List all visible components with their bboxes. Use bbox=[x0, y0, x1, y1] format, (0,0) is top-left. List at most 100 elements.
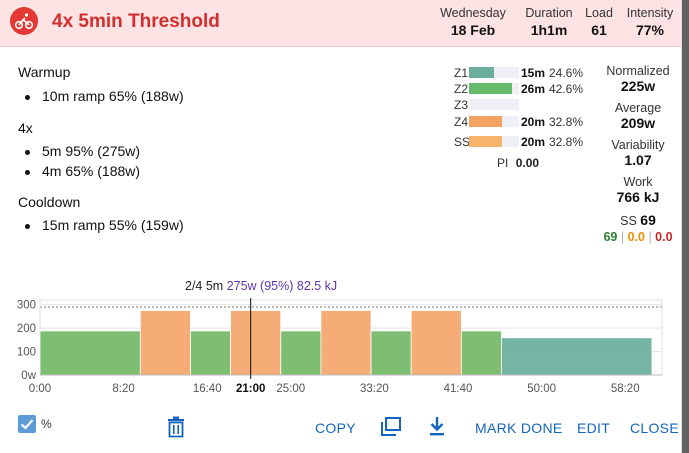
cycling-icon bbox=[10, 7, 38, 35]
zone-bar bbox=[469, 67, 519, 78]
zone-label: Z2 bbox=[454, 82, 469, 96]
date-value: 18 Feb bbox=[450, 22, 496, 38]
ss-separator: | bbox=[648, 230, 652, 244]
intensity-value: 77% bbox=[635, 22, 665, 38]
average-label: Average bbox=[614, 101, 662, 115]
zone-time: 20m bbox=[521, 115, 546, 129]
tooltip-step: 2/4 5m bbox=[185, 279, 224, 293]
x-tick-label: 16:40 bbox=[193, 383, 222, 395]
zone-bar-fill bbox=[469, 116, 502, 127]
warmup-step: 10m ramp 65% (188w) bbox=[18, 88, 184, 104]
zone-label: Z3 bbox=[454, 98, 469, 112]
zone-time: 15m bbox=[521, 66, 546, 80]
zone-bar bbox=[469, 116, 519, 127]
load-label: Load bbox=[585, 6, 613, 20]
zone-bar-fill bbox=[469, 136, 502, 147]
power-summary: Normalized 225w Average 209w Variability… bbox=[590, 64, 686, 244]
ss-label: SS bbox=[620, 214, 637, 228]
pi-value: 0.00 bbox=[515, 156, 540, 170]
x-tick-label: 41:40 bbox=[444, 383, 473, 395]
zone-bar-fill bbox=[469, 83, 512, 94]
x-tick-label: 58:20 bbox=[611, 383, 640, 395]
workout-title: 4x 5min Threshold bbox=[52, 11, 220, 32]
interval-bar bbox=[139, 310, 191, 376]
delete-icon[interactable] bbox=[166, 416, 186, 443]
zone-percent: 42.6% bbox=[549, 82, 584, 96]
tooltip-detail: 275w (95%) 82.5 kJ bbox=[226, 279, 338, 293]
chart-tooltip: 2/4 5m 275w (95%) 82.5 kJ bbox=[185, 279, 337, 293]
zone-bar bbox=[469, 99, 519, 110]
zone-time: 20m bbox=[521, 135, 546, 149]
x-tick-label: 50:00 bbox=[527, 383, 556, 395]
x-tick-label: 0:00 bbox=[29, 383, 51, 395]
zone-label: Z1 bbox=[454, 66, 469, 80]
percent-label: % bbox=[41, 417, 52, 431]
warmup-title: Warmup bbox=[18, 64, 71, 80]
average-value: 209w bbox=[620, 115, 656, 131]
interval-bar bbox=[280, 330, 322, 376]
ss-separator: | bbox=[620, 230, 625, 244]
interval-bar bbox=[320, 310, 372, 376]
x-tick-label: 8:20 bbox=[112, 383, 134, 395]
y-tick-label: 300 bbox=[17, 300, 36, 312]
zone-bar-fill bbox=[469, 67, 494, 78]
interval-bar bbox=[230, 310, 282, 376]
duration-label: Duration bbox=[525, 6, 573, 20]
x-tick-label: 25:00 bbox=[276, 383, 305, 395]
cooldown-title: Cooldown bbox=[18, 194, 81, 210]
interval-bar bbox=[460, 330, 502, 376]
dialog-header: 4x 5min Threshold Wednesday 18 Feb Durat… bbox=[0, 0, 681, 47]
cursor-time-label: 21:00 bbox=[236, 383, 265, 395]
work-label: Work bbox=[623, 175, 653, 189]
power-chart[interactable]: 0w 100 200 300 0:00 8:20 16:40 25:00 33:20 41:40 5… bbox=[0, 296, 681, 400]
cooldown-step: 15m ramp 55% (159w) bbox=[18, 217, 184, 233]
ss-stat: SS 69 bbox=[590, 212, 686, 228]
intensity-stat: Intensity 77% bbox=[624, 6, 676, 38]
date-stat: Wednesday 18 Feb bbox=[438, 6, 508, 38]
zone-label: Z4 bbox=[454, 115, 469, 129]
zone-label: SS bbox=[454, 135, 471, 149]
interval-bar bbox=[190, 330, 232, 376]
zone-percent: 32.8% bbox=[549, 135, 584, 149]
intensity-label: Intensity bbox=[626, 6, 674, 20]
load-value: 61 bbox=[591, 22, 607, 38]
zone-percent: 24.6% bbox=[549, 66, 584, 80]
y-tick-label: 0w bbox=[21, 370, 36, 382]
ss-part-red: 0.0 bbox=[655, 230, 673, 244]
normalized-value: 225w bbox=[620, 78, 656, 94]
pi-stat: PI 0.00 bbox=[497, 156, 539, 170]
download-icon[interactable] bbox=[428, 416, 446, 443]
dialog-footer: % COPY MARK DONE EDIT CLOS bbox=[0, 410, 681, 446]
duplicate-icon[interactable] bbox=[380, 416, 402, 443]
zone-time: 26m bbox=[521, 82, 546, 96]
ss-value: 69 bbox=[640, 212, 656, 228]
close-button[interactable]: CLOSE bbox=[630, 420, 679, 436]
mark-done-button[interactable]: MARK DONE bbox=[475, 420, 563, 436]
zone-bar bbox=[469, 83, 519, 94]
work-value: 766 kJ bbox=[616, 189, 660, 205]
interval-step-on: 5m 95% (275w) bbox=[18, 143, 140, 159]
interval-bar bbox=[501, 337, 653, 376]
zone-breakdown: Z1 15m 24.6% Z2 26m 42.6% Z3 Z4 20m 32.8… bbox=[454, 66, 584, 176]
date-label: Wednesday bbox=[440, 6, 506, 20]
zone-bar bbox=[469, 136, 519, 147]
duration-stat: Duration 1h1m bbox=[522, 6, 576, 38]
repeat-title: 4x bbox=[18, 120, 33, 136]
pi-label: PI bbox=[497, 156, 509, 170]
normalized-label: Normalized bbox=[606, 64, 670, 78]
variability-label: Variability bbox=[611, 138, 665, 152]
y-tick-label: 100 bbox=[17, 347, 36, 359]
ss-part-green: 69 bbox=[603, 230, 618, 244]
interval-step-off: 4m 65% (188w) bbox=[18, 163, 140, 179]
zone-percent: 32.8% bbox=[549, 115, 584, 129]
ss-part-orange: 0.0 bbox=[627, 230, 645, 244]
copy-button[interactable]: COPY bbox=[315, 420, 356, 436]
ss-breakdown: 69 | 0.0 | 0.0 bbox=[590, 230, 686, 244]
x-tick-label: 33:20 bbox=[360, 383, 389, 395]
duration-value: 1h1m bbox=[530, 22, 568, 38]
interval-bar bbox=[370, 330, 412, 376]
percent-checkbox[interactable] bbox=[18, 415, 36, 433]
load-stat: Load 61 bbox=[582, 6, 616, 38]
edit-button[interactable]: EDIT bbox=[577, 420, 611, 436]
